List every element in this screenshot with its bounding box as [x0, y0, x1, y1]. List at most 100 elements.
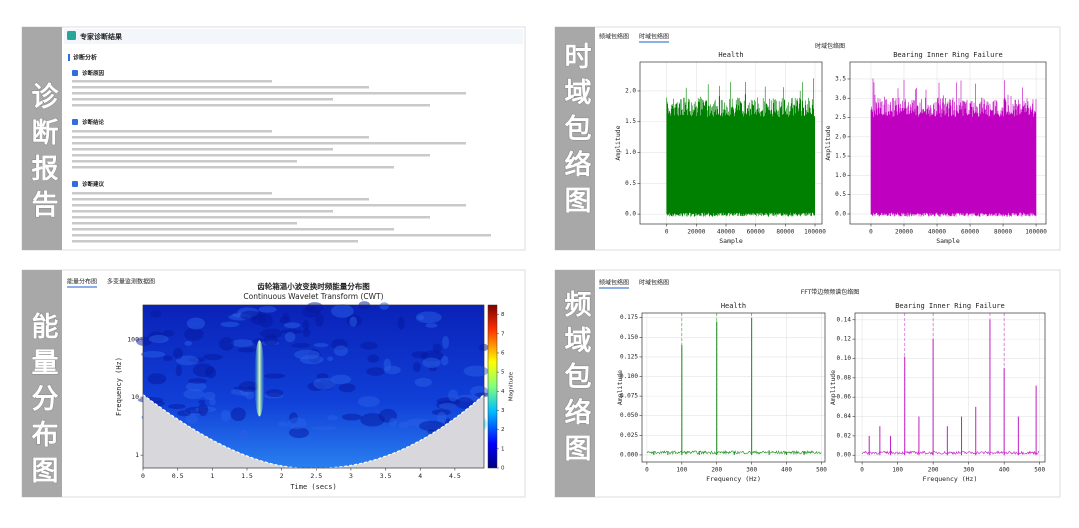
texture — [172, 347, 184, 360]
texture — [389, 417, 397, 427]
texture — [313, 377, 336, 390]
body-text — [72, 80, 491, 243]
texture — [474, 392, 490, 398]
texture — [282, 312, 290, 320]
text-line — [72, 98, 333, 101]
texture — [168, 403, 186, 410]
y-tick-label: 0.050 — [620, 412, 638, 419]
x-tick-label: 400 — [781, 467, 792, 474]
chart-title: Health — [718, 51, 743, 59]
text-line — [72, 198, 369, 201]
texture — [357, 396, 380, 408]
x-tick-label: 3 — [349, 472, 353, 480]
texture — [331, 304, 354, 318]
x-tick-label: 200 — [711, 467, 722, 474]
y-tick-label: 2.0 — [835, 133, 846, 140]
y-tick-label: 0.04 — [837, 413, 852, 420]
y-tick-label: 1.5 — [835, 153, 846, 160]
y-tick-label: 0.025 — [620, 432, 638, 439]
texture — [287, 417, 307, 430]
texture — [301, 305, 320, 318]
texture — [185, 414, 199, 424]
texture — [263, 373, 286, 379]
tab[interactable]: 多变量监测数据图 — [107, 278, 155, 286]
colorbar-label: Magnitude — [509, 371, 515, 401]
texture — [209, 397, 216, 406]
y-tick-label: 0.150 — [620, 334, 638, 341]
text-line — [72, 234, 491, 237]
panel-title: 时域包络图 — [815, 42, 845, 50]
x-tick-label: 80000 — [776, 229, 794, 236]
x-axis-label: Frequency (Hz) — [706, 475, 761, 483]
texture — [302, 328, 311, 338]
x-tick-label: 300 — [963, 467, 974, 474]
texture — [338, 383, 356, 393]
texture — [367, 354, 380, 363]
x-tick-label: 100000 — [1025, 229, 1047, 236]
y-tick-label: 1.0 — [625, 149, 636, 156]
texture — [140, 350, 166, 358]
texture — [415, 311, 442, 324]
sub-icon — [72, 119, 78, 125]
x-tick-label: 300 — [746, 467, 757, 474]
text-line — [72, 104, 430, 107]
x-tick-label: 100000 — [804, 229, 826, 236]
y-axis-label: Amplitude — [824, 125, 832, 160]
side-label: 诊断报告 — [27, 81, 59, 226]
texture — [455, 397, 474, 409]
y-tick-label: 0.0 — [835, 210, 846, 217]
texture — [418, 420, 445, 431]
tab[interactable]: 能量分布图 — [67, 278, 97, 286]
colorbar — [487, 304, 498, 469]
x-tick-label: 40000 — [717, 229, 735, 236]
y-tick-label: 0.125 — [620, 353, 638, 360]
y-tick-label: 3.0 — [835, 95, 846, 102]
plot-frame — [142, 304, 485, 469]
x-axis-label: Sample — [719, 237, 743, 245]
section-bar — [68, 54, 70, 61]
plot-frame — [849, 61, 1047, 225]
x-tick-label: 1.5 — [241, 472, 253, 480]
text-line — [72, 130, 272, 133]
texture — [258, 313, 273, 328]
text-line — [72, 216, 430, 219]
texture — [379, 302, 390, 310]
x-tick-label: 500 — [1034, 467, 1045, 474]
tab[interactable]: 频域包络图 — [599, 279, 629, 287]
x-tick-label: 0 — [860, 467, 864, 474]
waveform — [666, 78, 815, 217]
chart-subtitle: Continuous Wavelet Transform (CWT) — [243, 292, 383, 301]
texture — [302, 320, 310, 330]
report-title: 专家诊断结果 — [80, 32, 122, 41]
texture — [277, 421, 289, 427]
plot-frame — [641, 312, 826, 463]
tab[interactable]: 频域包络图 — [599, 33, 629, 41]
y-tick-label: 0.14 — [837, 316, 852, 323]
texture — [447, 389, 459, 402]
texture — [398, 421, 409, 429]
texture — [383, 365, 401, 375]
colorbar-tick-label: 8 — [501, 312, 505, 318]
colorbar-tick-label: 5 — [501, 370, 505, 376]
side-label-bg — [555, 270, 595, 497]
texture — [414, 377, 432, 387]
waveform — [870, 78, 1037, 217]
sub-icon — [72, 181, 78, 187]
side-label: 时域包络图 — [560, 42, 592, 222]
y-axis-label: Frequency (Hz) — [115, 357, 123, 416]
x-tick-label: 1 — [210, 472, 214, 480]
texture — [187, 378, 207, 384]
texture — [136, 336, 153, 346]
tab[interactable]: 时域包络图 — [639, 33, 669, 41]
tab[interactable]: 时域包络图 — [639, 279, 669, 287]
texture — [202, 353, 223, 361]
text-line — [72, 240, 358, 243]
text-line — [72, 192, 272, 195]
sub-icon — [72, 70, 78, 76]
texture — [283, 322, 301, 329]
colorbar-tick-label: 1 — [501, 446, 505, 452]
text-line — [72, 80, 272, 83]
texture — [163, 355, 173, 361]
texture — [175, 355, 199, 366]
